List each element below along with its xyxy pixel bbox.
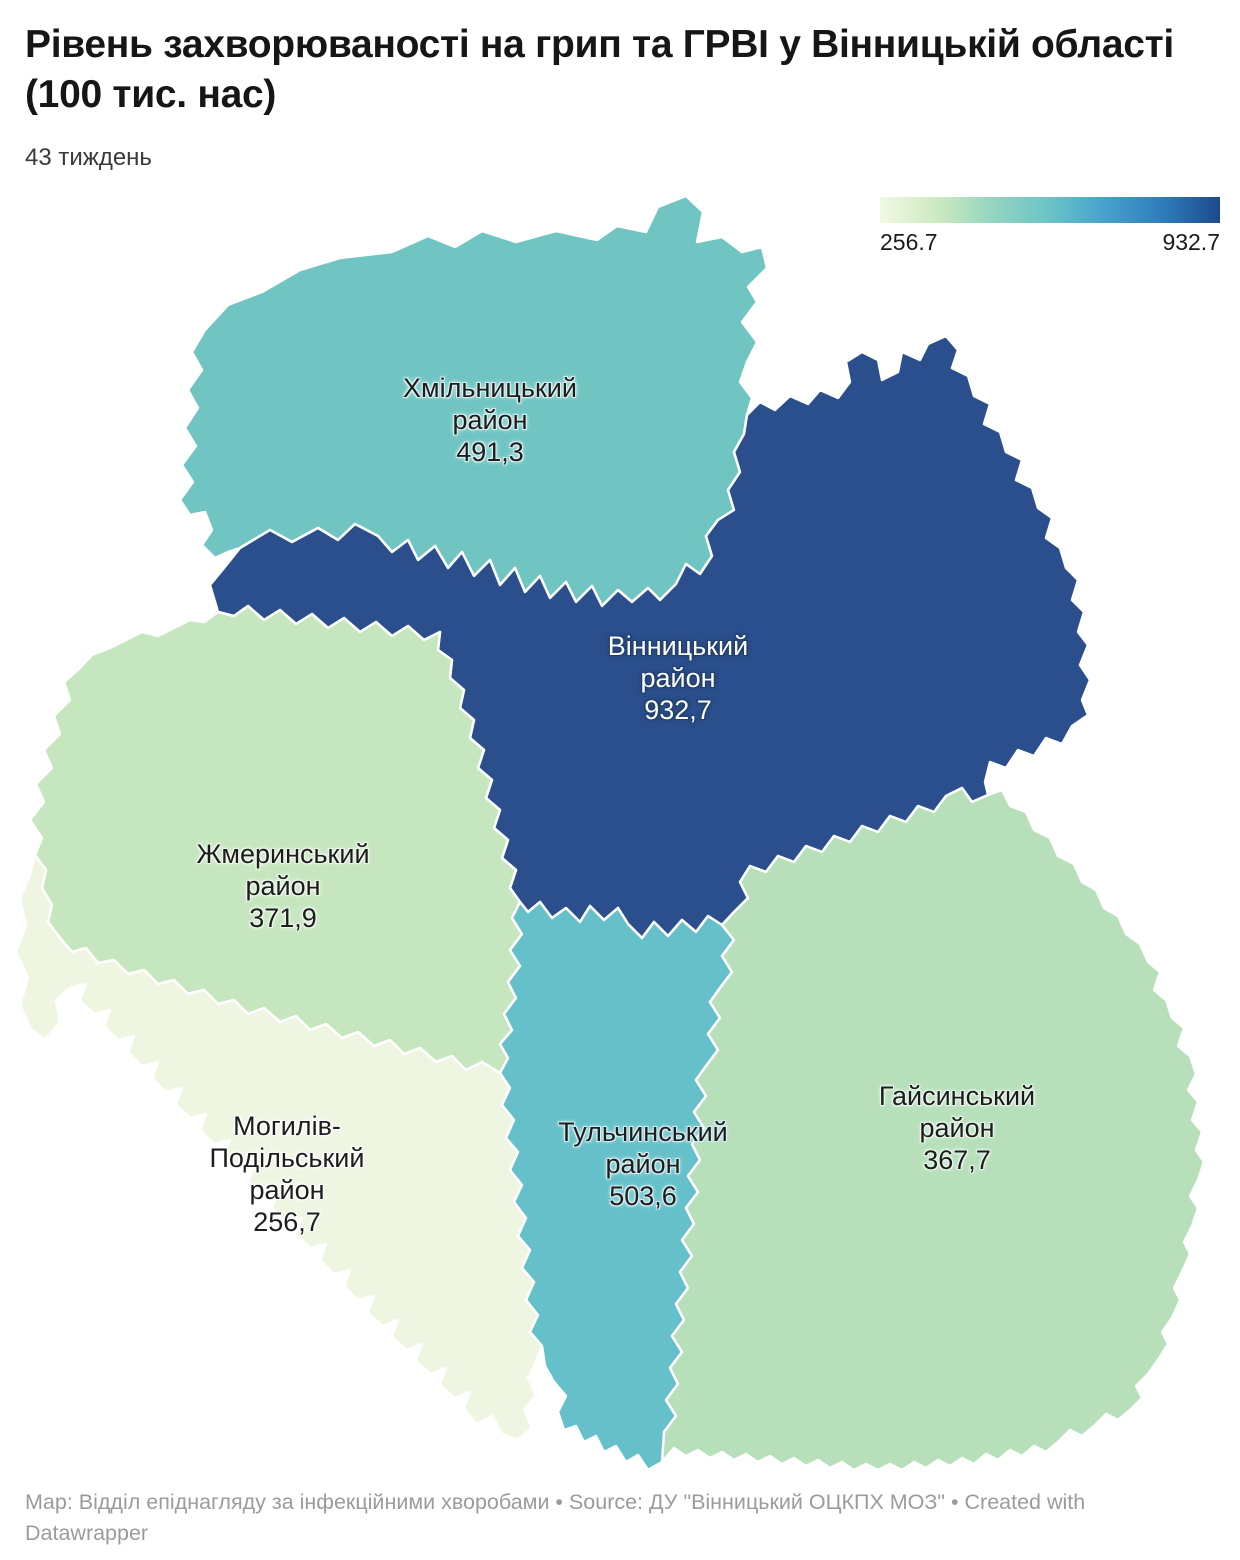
legend-min-label: 256.7 — [880, 229, 938, 255]
footer-line1: Map: Відділ епіднагляду за інфекційними … — [25, 1490, 1086, 1514]
region-mohyliv-podilskyi[interactable] — [14, 853, 544, 1442]
region-haisynskyi[interactable] — [660, 786, 1206, 1472]
legend-gradient — [880, 197, 1220, 223]
legend-max-label: 932.7 — [1162, 229, 1220, 255]
color-legend: 256.7 932.7 — [880, 197, 1220, 256]
footer-line2: Datawrapper — [25, 1521, 149, 1545]
page-subtitle: 43 тиждень — [25, 144, 152, 171]
page-title: Рівень захворюваності на грип та ГРВІ у … — [25, 23, 1174, 116]
legend-labels: 256.7 932.7 — [880, 229, 1220, 256]
attribution-footer: Map: Відділ епіднагляду за інфекційними … — [25, 1487, 1175, 1549]
